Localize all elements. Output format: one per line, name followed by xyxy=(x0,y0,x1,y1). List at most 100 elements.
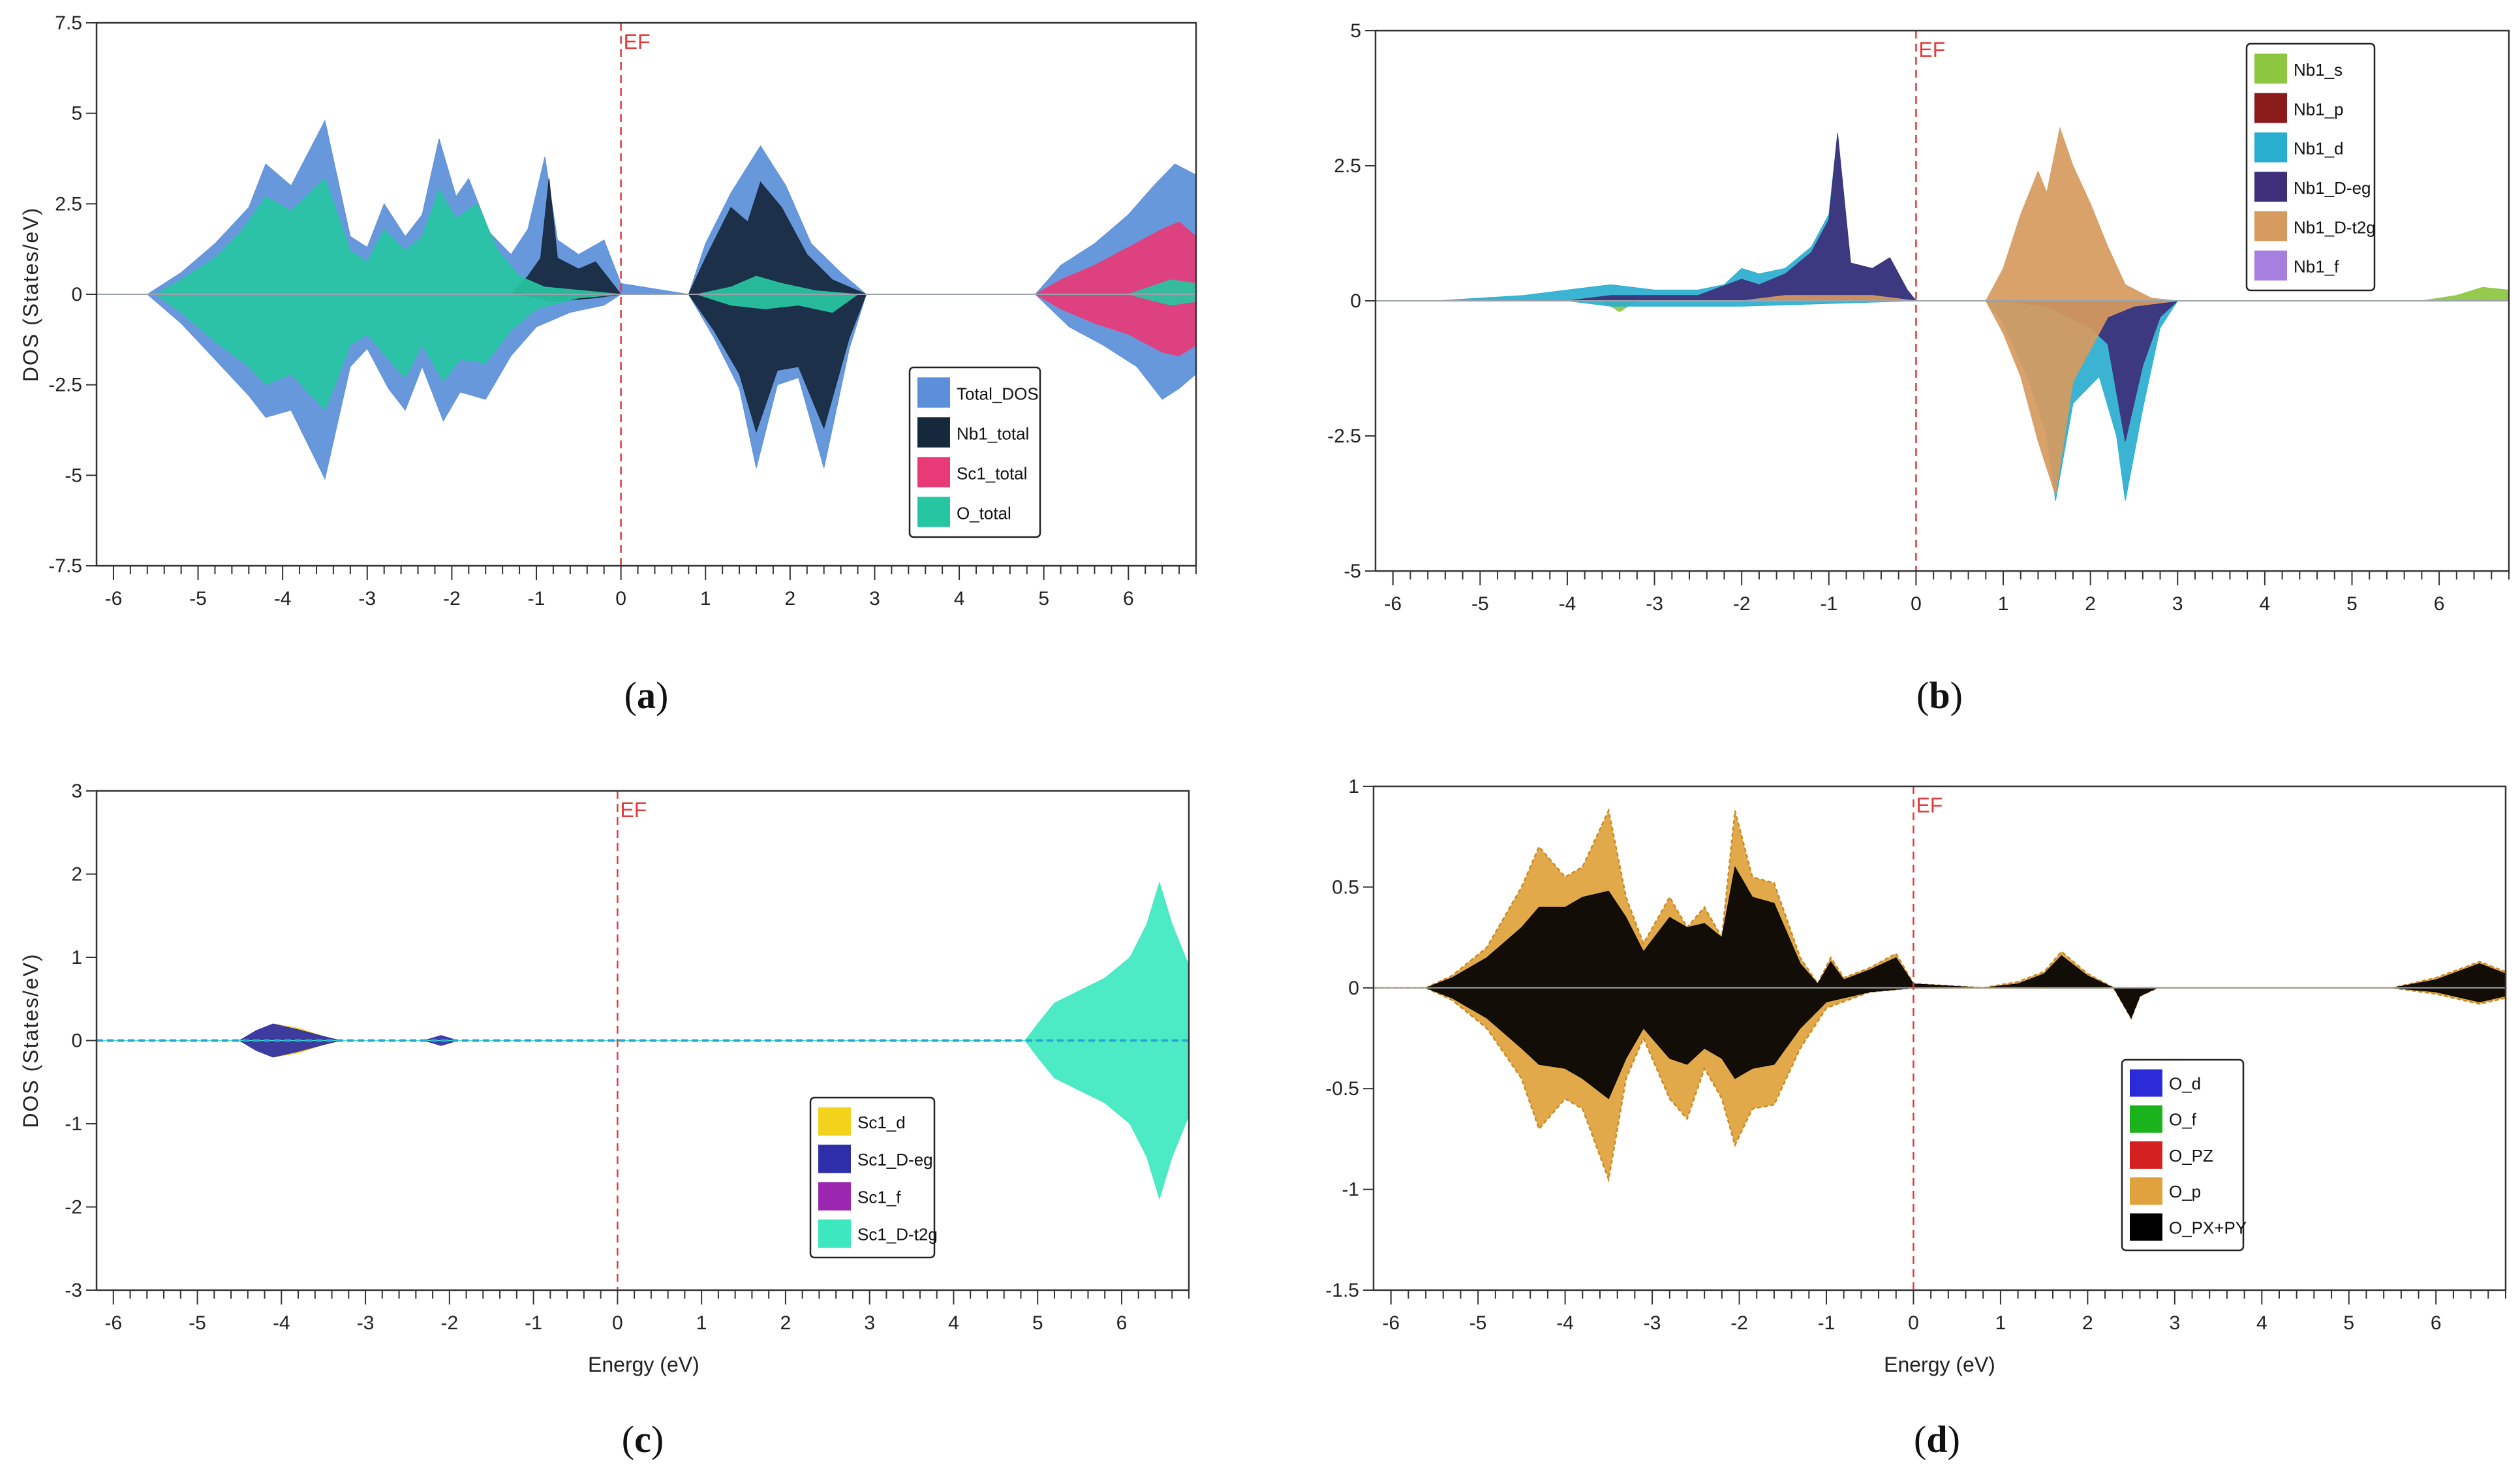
legend-entry: O_total xyxy=(957,503,1011,523)
legend-swatch xyxy=(917,417,950,448)
y-tick-label: -5 xyxy=(1344,561,1361,582)
x-tick-label: -4 xyxy=(1556,1312,1574,1334)
x-tick-label: 4 xyxy=(954,588,965,610)
x-tick-label: -5 xyxy=(189,588,207,610)
legend-swatch xyxy=(2130,1069,2162,1097)
y-tick-label: 0 xyxy=(71,284,82,305)
x-tick-label: -1 xyxy=(1820,593,1837,615)
x-tick-label: 5 xyxy=(2343,1312,2354,1334)
x-tick-label: 6 xyxy=(2431,1312,2442,1334)
area-Nb1_D-t2g-up xyxy=(1375,127,2509,301)
y-tick-label: 2.5 xyxy=(55,193,82,215)
legend-swatch xyxy=(917,377,950,408)
chart-panel-c: EF -6 -5 -4 -3 -2 -1 0 1 2 3 4 5 6 3 2 1 0 -1 -2 -3 DOS (Stat… xyxy=(19,780,1190,1460)
y-tick-label: 0.5 xyxy=(1332,876,1359,898)
x-tick-label: -2 xyxy=(440,1312,458,1334)
legend: Total_DOS Nb1_total Sc1_total O_total xyxy=(908,366,1041,538)
x-axis-label: Energy (eV) xyxy=(588,1353,699,1376)
y-tick-label: 3 xyxy=(71,780,82,802)
x-tick-label: 3 xyxy=(2170,1312,2181,1334)
x-tick-label: 2 xyxy=(2085,593,2096,615)
legend-swatch xyxy=(2254,211,2287,241)
legend-swatch xyxy=(818,1107,851,1136)
x-tick-label: 0 xyxy=(1908,1312,1919,1334)
legend-entry: Nb1_p xyxy=(2294,99,2344,119)
legend-box xyxy=(809,1096,936,1259)
y-axis-label: DOS (States/eV) xyxy=(19,207,42,382)
y-tick-label: -1 xyxy=(65,1113,82,1135)
x-tick-label: -5 xyxy=(1471,593,1489,615)
x-tick-label: 6 xyxy=(1123,588,1134,610)
panel-label: (b) xyxy=(1916,674,1963,717)
x-axis-label: Energy (eV) xyxy=(1884,1353,1995,1376)
x-tick-label: -1 xyxy=(1818,1312,1836,1334)
legend-swatch xyxy=(818,1145,851,1173)
y-tick-label: -1 xyxy=(1342,1179,1359,1201)
x-tick-label: -6 xyxy=(1384,593,1402,615)
x-tick-label: 6 xyxy=(2434,593,2445,615)
y-tick-label: 0 xyxy=(1348,978,1359,999)
x-tick-label: 4 xyxy=(948,1312,959,1334)
y-tick-label: -2.5 xyxy=(1327,425,1361,447)
x-tick-label: 2 xyxy=(785,588,796,610)
x-tick-label: 0 xyxy=(612,1312,623,1334)
x-tick-label: -4 xyxy=(1559,593,1576,615)
legend-swatch xyxy=(2254,93,2287,123)
x-tick-label: -3 xyxy=(357,1312,375,1334)
x-tick-label: -3 xyxy=(358,588,376,610)
x-tick-label: 2 xyxy=(780,1312,791,1334)
x-tick-label: -3 xyxy=(1646,593,1663,615)
y-tick-label: 0 xyxy=(71,1030,82,1052)
legend-entry: Nb1_d xyxy=(2294,139,2344,159)
y-tick-label: 5 xyxy=(71,103,82,125)
legend-entry: Sc1_total xyxy=(957,463,1027,483)
legend: Sc1_d Sc1_D-eg Sc1_f Sc1_D-t2g xyxy=(809,1096,938,1259)
legend-entry: O_PZ xyxy=(2169,1146,2213,1166)
x-tick-label: 3 xyxy=(864,1312,875,1334)
x-tick-label: -6 xyxy=(1382,1312,1400,1334)
legend-entry: O_PX+PY xyxy=(2169,1218,2247,1237)
x-tick-label: -2 xyxy=(1730,1312,1748,1334)
legend-entry: Sc1_d xyxy=(857,1113,906,1132)
legend-swatch xyxy=(818,1182,851,1211)
x-tick-label: -2 xyxy=(1733,593,1751,615)
legend: Nb1_s Nb1_p Nb1_d Nb1_D-eg Nb1_D-t2g Nb1_f xyxy=(2245,42,2376,292)
x-tick-label: -3 xyxy=(1644,1312,1661,1334)
y-tick-label: -2.5 xyxy=(48,375,82,396)
chart-panel-d: EF -6 -5 -4 -3 -2 -1 0 1 2 3 4 5 6 1 0.5 0 -0.5 -1 -1.5 Ener… xyxy=(1325,776,2507,1460)
x-tick-label: 5 xyxy=(1032,1312,1043,1334)
legend-swatch xyxy=(2254,172,2287,202)
y-tick-label: 1 xyxy=(71,947,82,968)
x-tick-label: 1 xyxy=(696,1312,707,1334)
legend-swatch xyxy=(2130,1141,2162,1169)
x-tick-label: 0 xyxy=(1911,593,1922,615)
y-axis-label: DOS (States/eV) xyxy=(19,953,42,1128)
y-tick-label: -2 xyxy=(65,1197,82,1218)
area-Total_DOS-up xyxy=(97,119,1197,295)
area-Total_DOS-down xyxy=(97,294,1197,480)
x-tick-label: 5 xyxy=(2346,593,2358,615)
legend-swatch xyxy=(2130,1105,2162,1133)
legend-swatch xyxy=(2130,1177,2162,1205)
legend-entry: Sc1_D-eg xyxy=(857,1150,933,1169)
x-tick-label: -4 xyxy=(274,588,292,610)
legend-entry: Total_DOS xyxy=(957,384,1039,403)
x-tick-label: 4 xyxy=(2256,1312,2267,1334)
legend-entry: Nb1_D-eg xyxy=(2294,178,2371,198)
x-tick-label: 0 xyxy=(615,588,626,610)
fermi-label: EF xyxy=(1916,794,1943,817)
area-Nb1_total-down xyxy=(97,294,1196,433)
legend-swatch xyxy=(2254,250,2287,281)
legend: O_d O_f O_PZ O_p O_PX+PY xyxy=(2121,1058,2247,1252)
x-tick-label: 1 xyxy=(700,588,711,610)
x-tick-label: 2 xyxy=(2082,1312,2093,1334)
x-tick-label: -5 xyxy=(1469,1312,1487,1334)
legend-swatch xyxy=(2254,132,2287,162)
legend-swatch xyxy=(2254,54,2287,84)
legend-entry: Nb1_total xyxy=(957,424,1029,443)
panel-label: (d) xyxy=(1914,1418,1960,1460)
x-tick-label: -6 xyxy=(105,588,123,610)
panel-label: (c) xyxy=(622,1418,664,1460)
area-Nb1_d-down xyxy=(1375,300,2509,501)
